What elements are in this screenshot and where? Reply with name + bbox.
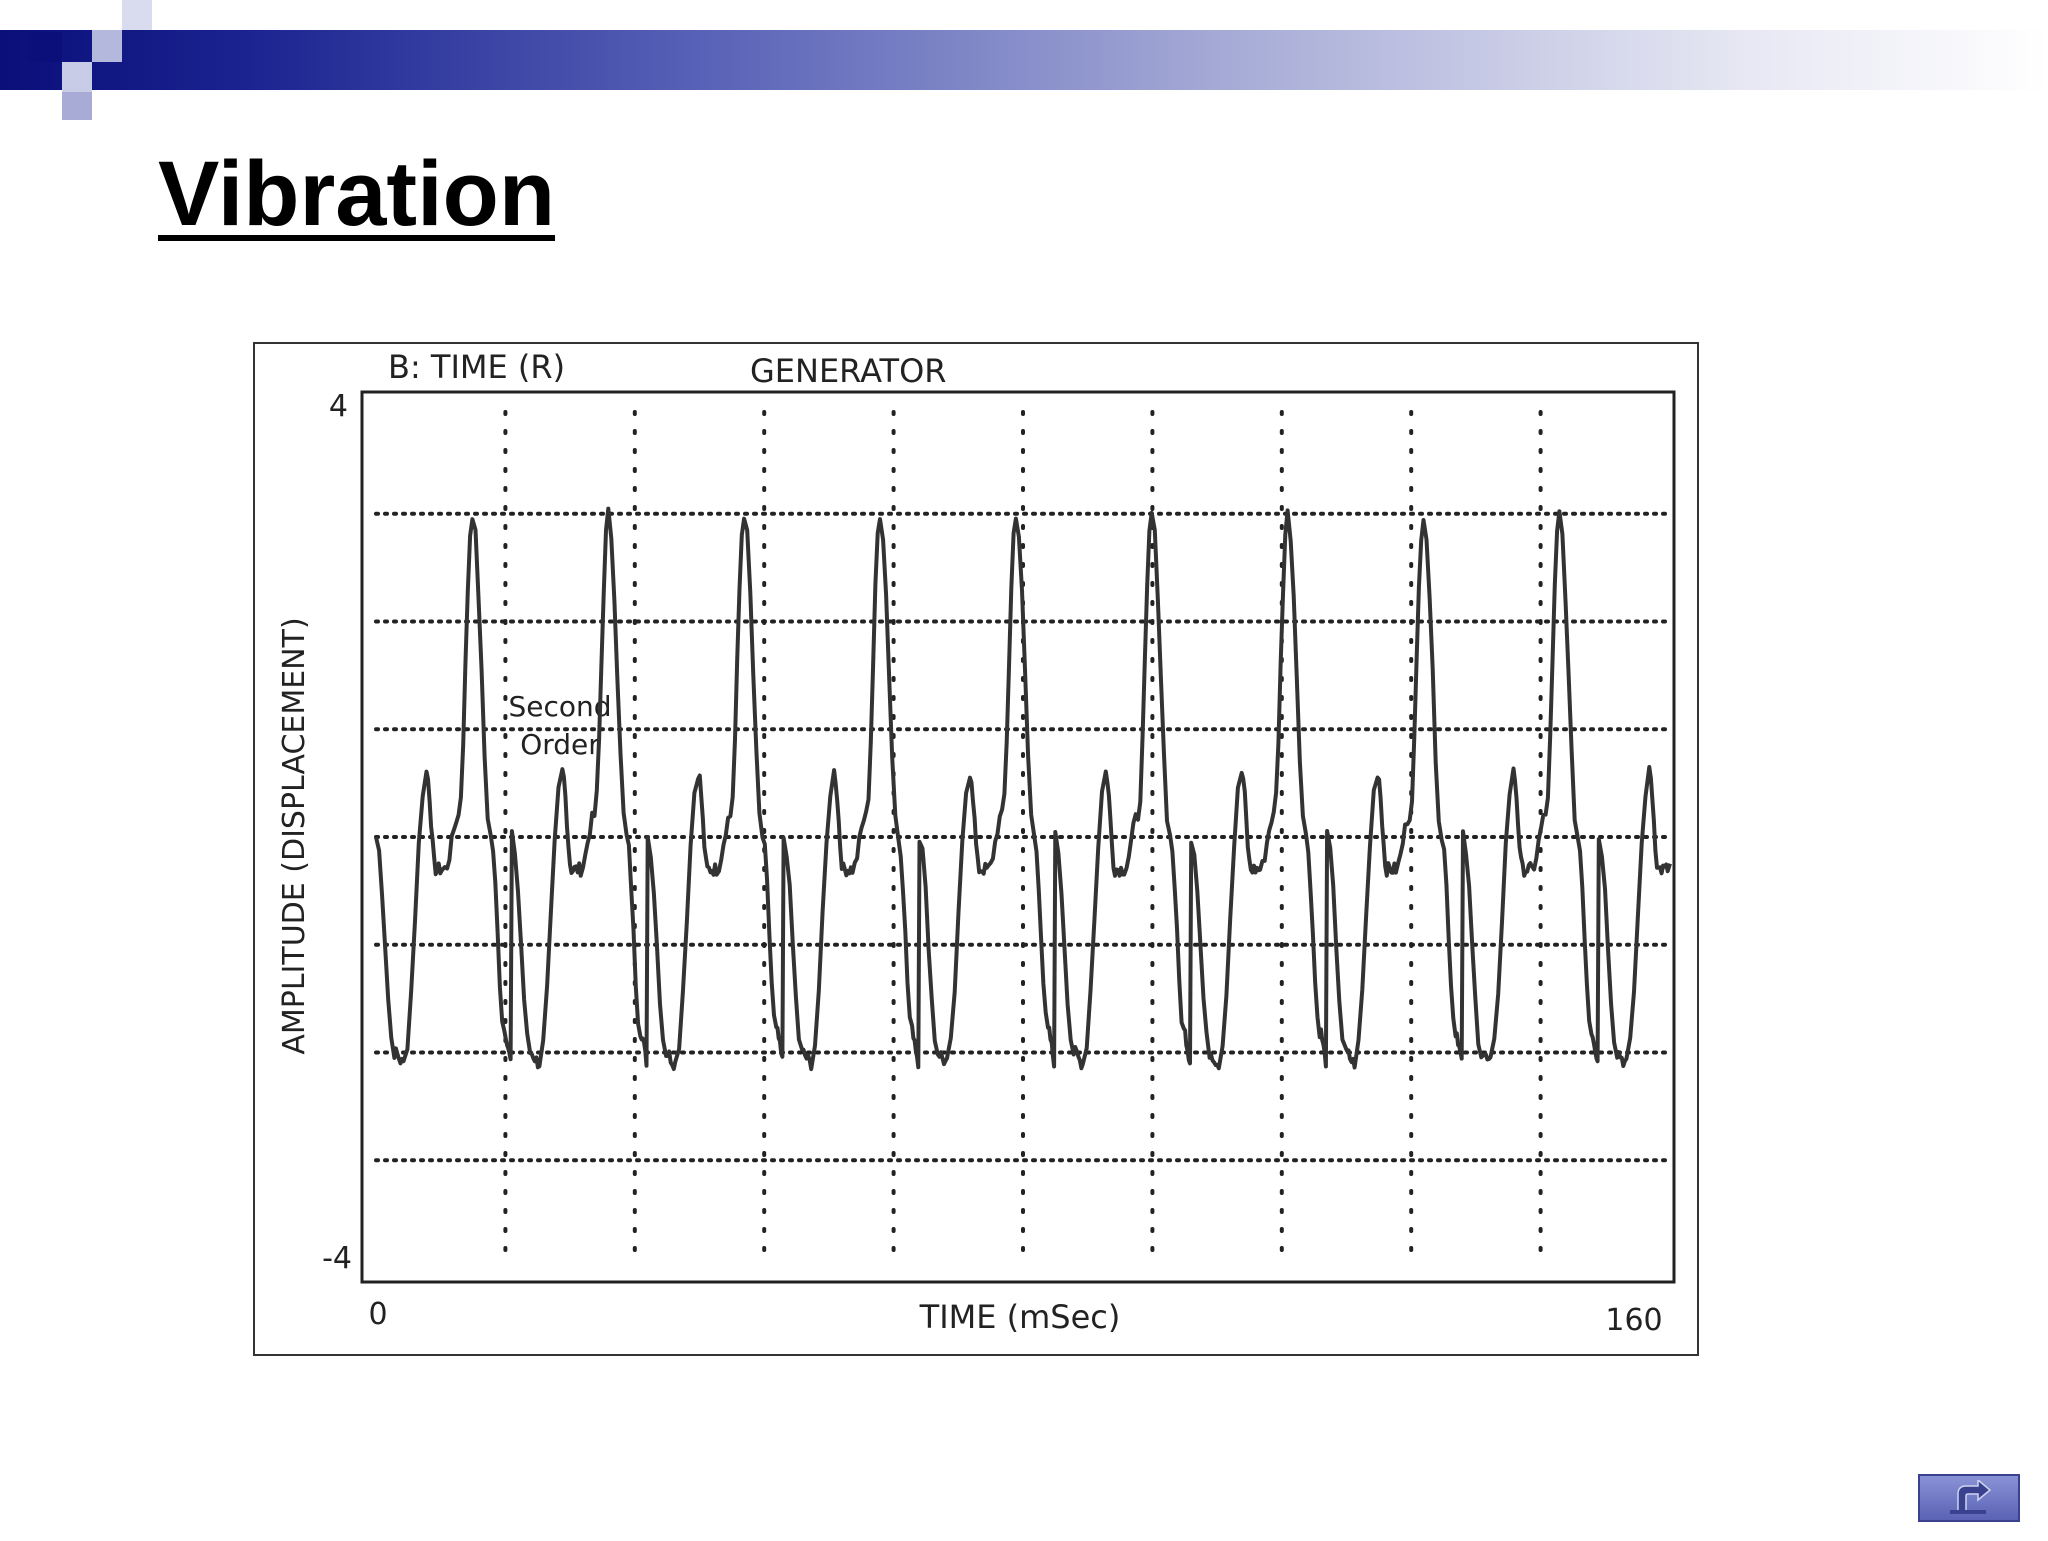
chart-header-center: GENERATOR: [750, 352, 946, 390]
header-square-small: [62, 92, 92, 120]
plot-frame: [360, 390, 1676, 1284]
slide-title: Vibration: [158, 143, 556, 245]
header-square-dark: [28, 32, 62, 62]
chart-outer-frame: [253, 342, 1699, 1356]
annotation-line-2: Order: [520, 728, 600, 761]
y-tick-bottom: -4: [322, 1241, 352, 1276]
vibration-trace: [374, 506, 1672, 1072]
header-square-light: [62, 62, 92, 92]
back-button[interactable]: [1918, 1474, 2020, 1522]
y-axis-label: AMPLITUDE (DISPLACEMENT): [277, 617, 312, 1054]
return-arrow-icon: [1950, 1480, 1992, 1514]
y-tick-top: 4: [329, 389, 348, 424]
header-square-mid: [92, 30, 122, 62]
chart-header-left: B: TIME (R): [388, 348, 565, 386]
header-square-top: [122, 0, 152, 30]
x-axis-label: TIME (mSec): [919, 1298, 1121, 1336]
x-tick-right: 160: [1605, 1303, 1662, 1338]
grid-lines: [374, 410, 1672, 1264]
x-tick-left: 0: [368, 1297, 387, 1332]
annotation-line-1: Second: [508, 690, 611, 723]
header-band: [0, 30, 2048, 90]
